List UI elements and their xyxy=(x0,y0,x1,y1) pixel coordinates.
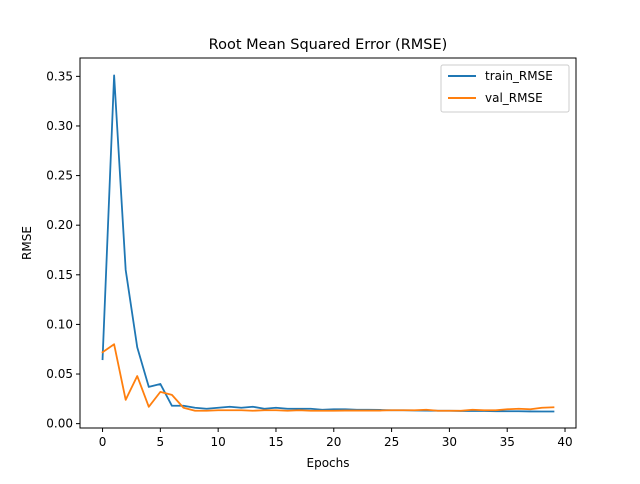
series-line-val-rmse xyxy=(101,343,555,412)
x-tick-label: 15 xyxy=(268,435,283,449)
x-tick-label: 25 xyxy=(384,435,399,449)
x-tick-label: 30 xyxy=(442,435,457,449)
y-tick-label: 0.35 xyxy=(46,69,73,83)
chart-title: Root Mean Squared Error (RMSE) xyxy=(209,37,448,53)
y-tick-label: 0.00 xyxy=(46,417,73,431)
series-line-train-rmse xyxy=(101,74,555,413)
x-axis-label: Epochs xyxy=(307,456,350,470)
axes-frame xyxy=(79,57,577,429)
y-axis-label: RMSE xyxy=(20,226,34,260)
y-tick-label: 0.10 xyxy=(46,317,73,331)
legend-label-val-rmse: val_RMSE xyxy=(485,91,543,105)
y-tick-label: 0.25 xyxy=(46,169,73,183)
plot-lines xyxy=(101,74,555,413)
x-axis-ticks: 0 5 10 15 20 25 30 35 40 xyxy=(99,428,573,449)
legend: train_RMSE val_RMSE xyxy=(440,64,570,113)
y-tick-label: 0.05 xyxy=(46,367,73,381)
y-tick-label: 0.30 xyxy=(46,119,73,133)
y-tick-label: 0.15 xyxy=(46,268,73,282)
y-axis-ticks: 0.00 0.05 0.10 0.15 0.20 0.25 0.30 0.35 xyxy=(46,69,80,431)
x-tick-label: 20 xyxy=(326,435,341,449)
y-tick-label: 0.20 xyxy=(46,218,73,232)
x-tick-label: 10 xyxy=(211,435,226,449)
legend-label-train-rmse: train_RMSE xyxy=(485,69,553,83)
x-tick-label: 35 xyxy=(500,435,515,449)
x-tick-label: 40 xyxy=(557,435,572,449)
x-tick-label: 0 xyxy=(99,435,107,449)
x-tick-label: 5 xyxy=(157,435,165,449)
